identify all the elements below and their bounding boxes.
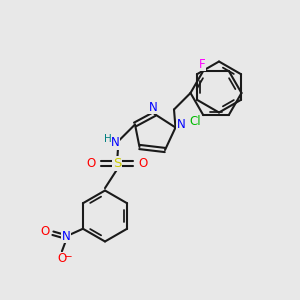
Text: N: N (176, 118, 185, 131)
Text: S: S (113, 157, 121, 170)
Text: −: − (64, 252, 73, 262)
Text: O: O (86, 157, 95, 170)
Text: F: F (198, 58, 205, 71)
Text: Cl: Cl (189, 115, 201, 128)
Text: N: N (62, 230, 71, 243)
Text: N: N (111, 136, 120, 149)
Text: H: H (104, 134, 112, 144)
Text: N: N (148, 101, 158, 114)
Text: O: O (40, 225, 49, 238)
Text: O: O (139, 157, 148, 170)
Text: O: O (57, 252, 67, 265)
